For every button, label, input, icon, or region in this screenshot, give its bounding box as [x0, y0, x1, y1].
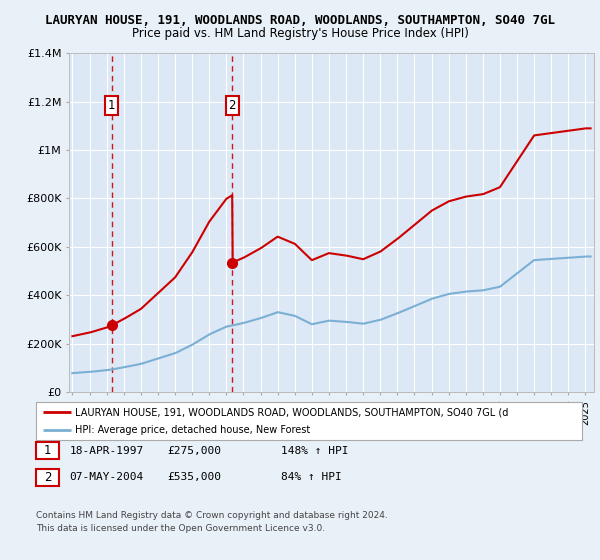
Text: £275,000: £275,000 — [167, 446, 221, 456]
Text: 2: 2 — [229, 99, 236, 112]
Text: 1: 1 — [44, 444, 51, 458]
Text: LAURYAN HOUSE, 191, WOODLANDS ROAD, WOODLANDS, SOUTHAMPTON, SO40 7GL: LAURYAN HOUSE, 191, WOODLANDS ROAD, WOOD… — [45, 14, 555, 27]
Text: £535,000: £535,000 — [167, 472, 221, 482]
Text: Price paid vs. HM Land Registry's House Price Index (HPI): Price paid vs. HM Land Registry's House … — [131, 27, 469, 40]
Text: 84% ↑ HPI: 84% ↑ HPI — [281, 472, 341, 482]
Text: Contains HM Land Registry data © Crown copyright and database right 2024.: Contains HM Land Registry data © Crown c… — [36, 511, 388, 520]
Text: 1: 1 — [108, 99, 115, 112]
Text: This data is licensed under the Open Government Licence v3.0.: This data is licensed under the Open Gov… — [36, 524, 325, 533]
Text: 2: 2 — [44, 470, 51, 484]
Text: LAURYAN HOUSE, 191, WOODLANDS ROAD, WOODLANDS, SOUTHAMPTON, SO40 7GL (d: LAURYAN HOUSE, 191, WOODLANDS ROAD, WOOD… — [75, 407, 508, 417]
Text: 18-APR-1997: 18-APR-1997 — [70, 446, 144, 456]
Text: HPI: Average price, detached house, New Forest: HPI: Average price, detached house, New … — [75, 425, 310, 435]
Text: 07-MAY-2004: 07-MAY-2004 — [70, 472, 144, 482]
Text: 148% ↑ HPI: 148% ↑ HPI — [281, 446, 348, 456]
